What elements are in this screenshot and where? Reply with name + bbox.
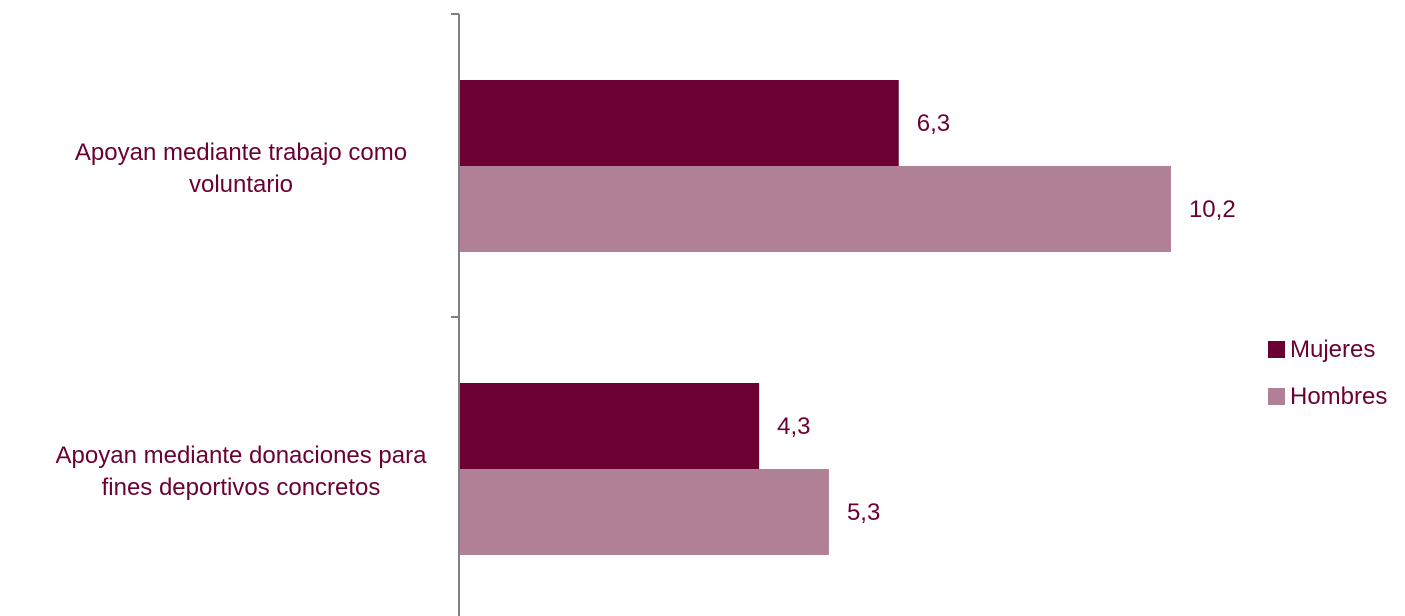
bars-group	[459, 80, 1171, 555]
legend-label-hombres: Hombres	[1290, 383, 1387, 410]
value-labels-group: 6,3 10,2 4,3 5,3	[777, 110, 1236, 526]
y-axis	[451, 13, 460, 616]
legend-swatch-mujeres	[1268, 341, 1285, 358]
category-label-1: Apoyan mediante trabajo como voluntario	[75, 139, 407, 198]
value-label-hombres-2: 5,3	[847, 499, 880, 526]
bar-mujeres-2	[459, 383, 760, 469]
value-label-mujeres-2: 4,3	[777, 413, 810, 440]
legend-swatch-hombres	[1268, 388, 1285, 405]
category-label-line: fines deportivos concretos	[102, 474, 381, 501]
bar-hombres-1	[459, 166, 1171, 252]
bar-mujeres-1	[459, 80, 899, 166]
value-label-hombres-1: 10,2	[1189, 196, 1236, 223]
category-labels-group: Apoyan mediante trabajo como voluntarioAp…	[56, 139, 428, 501]
category-label-line: Apoyan mediante trabajo como	[75, 139, 407, 166]
category-label-2: Apoyan mediante donaciones para fines dep…	[56, 442, 428, 501]
bar-hombres-2	[459, 469, 829, 555]
legend-label-mujeres: Mujeres	[1290, 336, 1375, 363]
legend: Mujeres Hombres	[1268, 336, 1387, 410]
category-label-line: voluntario	[189, 171, 293, 198]
category-label-line: Apoyan mediante donaciones para	[56, 442, 428, 469]
value-label-mujeres-1: 6,3	[917, 110, 950, 137]
